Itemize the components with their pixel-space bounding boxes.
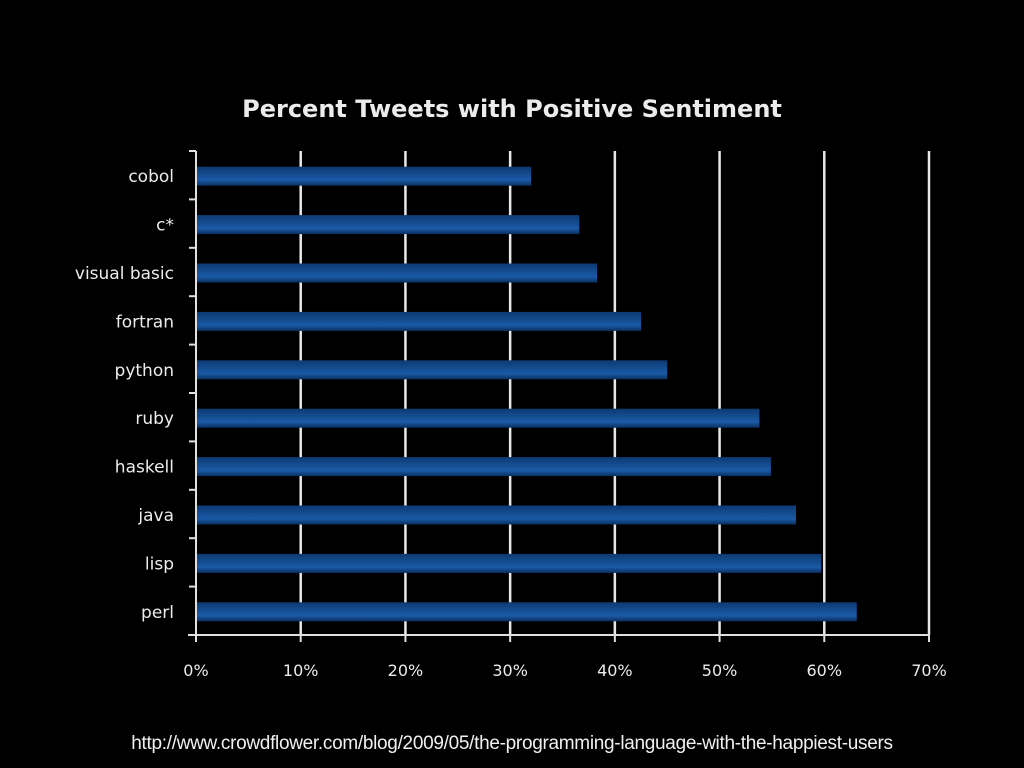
bars: [196, 166, 857, 622]
bar-java: [196, 505, 797, 525]
chart-title: Percent Tweets with Positive Sentiment: [242, 95, 782, 123]
bar-ruby: [196, 408, 760, 428]
bar-fortran: [196, 311, 642, 331]
x-tick-label: 70%: [911, 661, 947, 680]
x-tick-label: 40%: [597, 661, 633, 680]
category-label: visual basic: [75, 264, 174, 284]
category-label: c*: [156, 216, 174, 236]
category-label: java: [137, 506, 174, 526]
category-label: python: [115, 361, 174, 381]
bar-cobol: [196, 166, 532, 186]
category-label: cobol: [128, 167, 174, 187]
x-tick-label: 0%: [183, 661, 208, 680]
axes: [188, 150, 930, 642]
x-tick-label: 50%: [702, 661, 738, 680]
bar-lisp: [196, 553, 822, 573]
x-tick-label: 20%: [388, 661, 424, 680]
x-tick-labels: 0% 10% 20% 30% 40% 50% 60% 70%: [183, 661, 946, 680]
x-tick-label: 60%: [807, 661, 843, 680]
category-labels: cobol c* visual basic fortran python ruby hask…: [75, 167, 174, 623]
category-label: lisp: [145, 554, 174, 574]
x-tick-label: 10%: [283, 661, 319, 680]
bar-perl: [196, 602, 857, 622]
bar-visual-basic: [196, 263, 598, 283]
category-label: haskell: [115, 458, 174, 478]
bar-haskell: [196, 457, 771, 477]
category-label: perl: [141, 603, 174, 623]
category-label: fortran: [116, 312, 174, 332]
x-tick-label: 30%: [492, 661, 528, 680]
bar-c-: [196, 215, 580, 235]
bar-python: [196, 360, 668, 380]
category-label: ruby: [135, 409, 174, 429]
source-url-caption: http://www.crowdflower.com/blog/2009/05/…: [131, 733, 893, 754]
